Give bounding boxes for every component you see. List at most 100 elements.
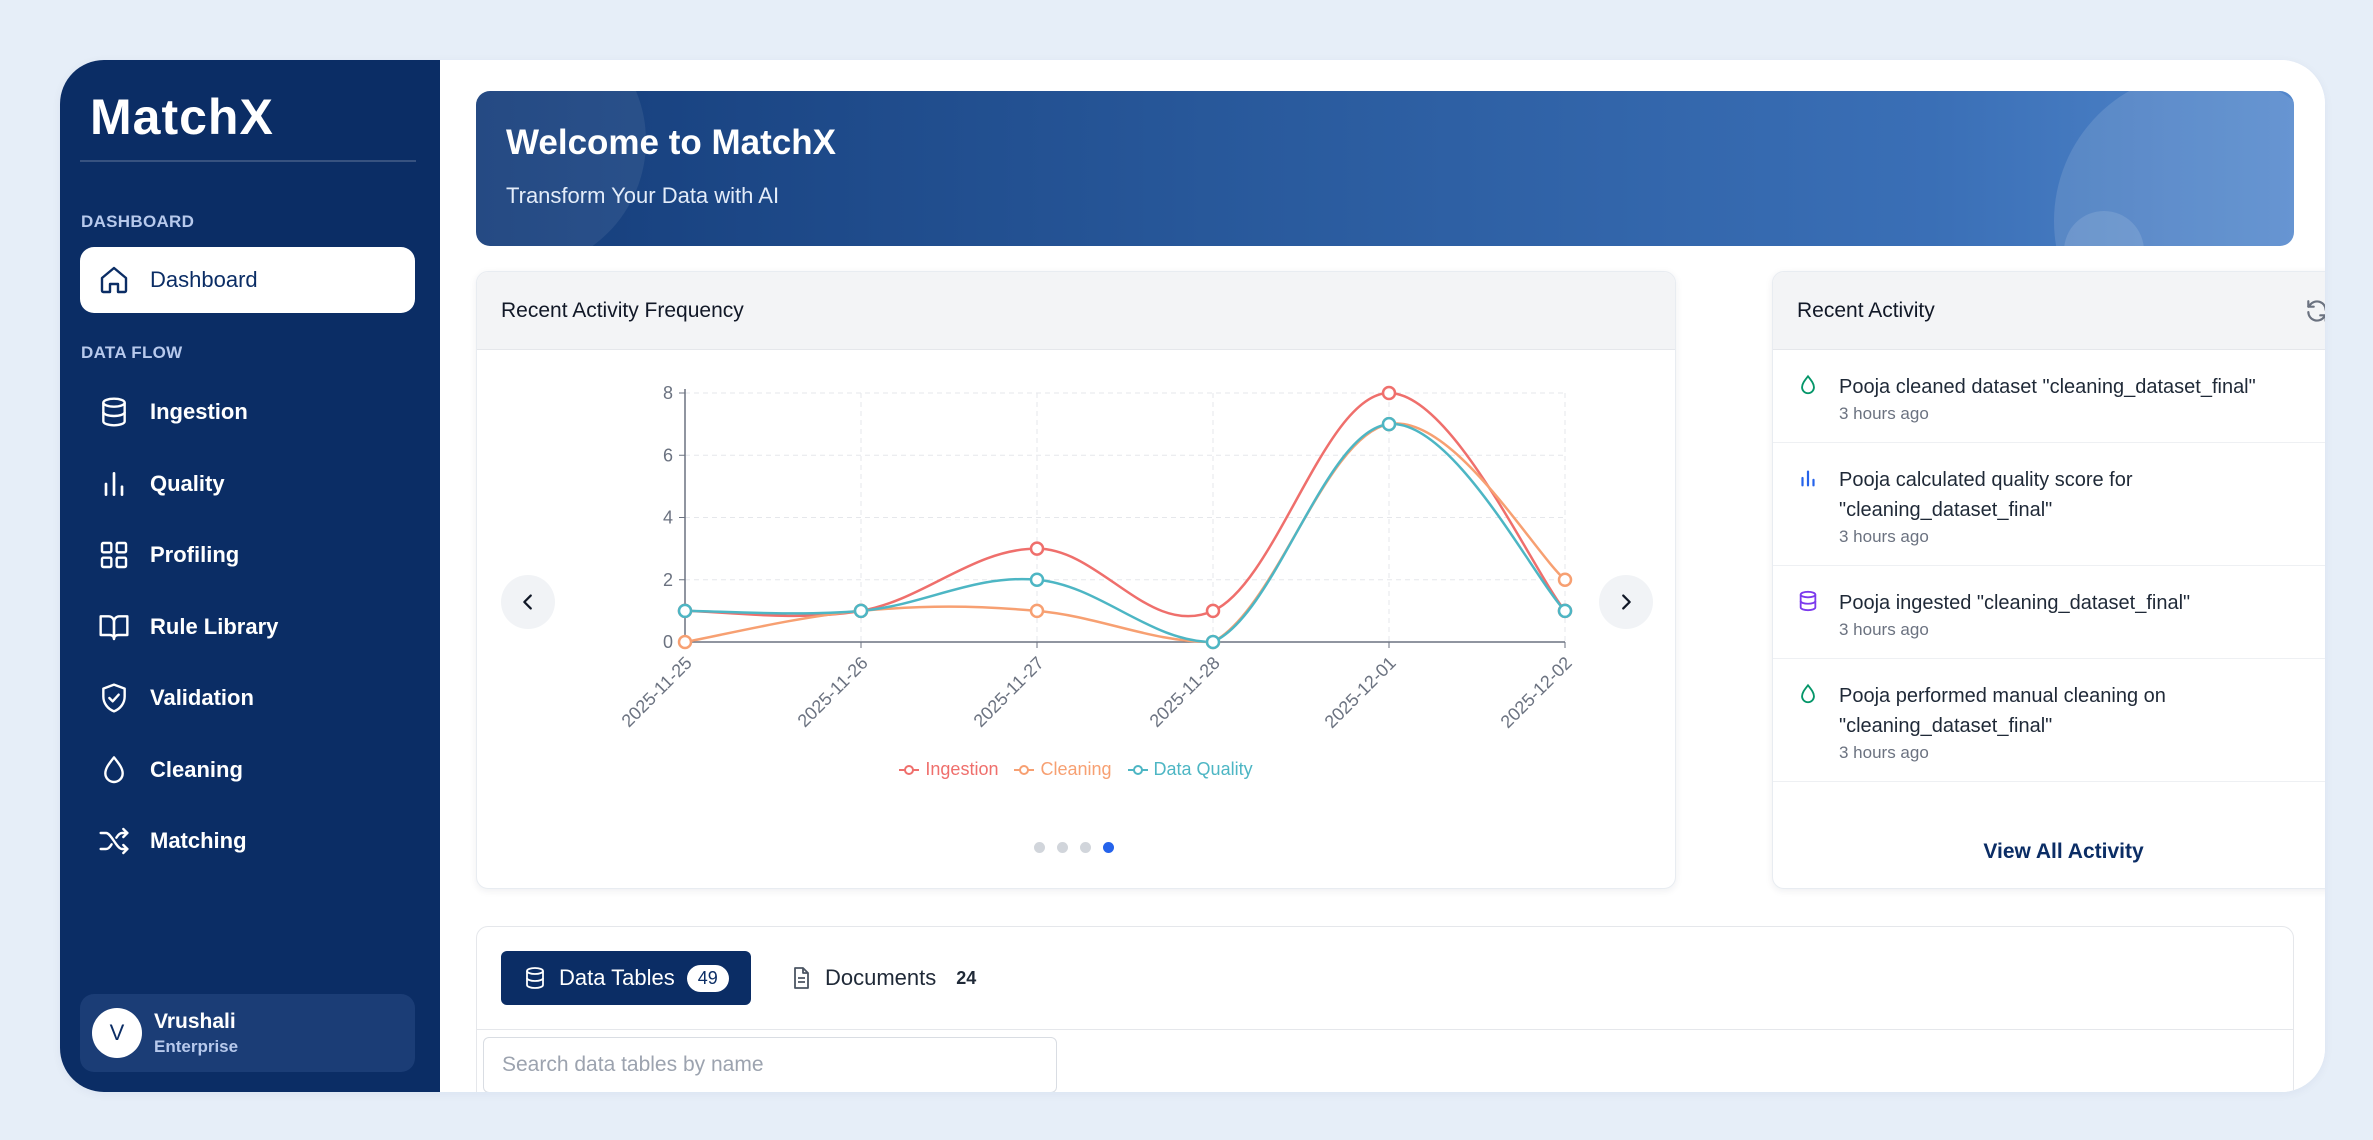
user-name: Vrushali xyxy=(154,1009,236,1033)
data-point xyxy=(1029,572,1045,587)
sidebar-item-quality[interactable]: Quality xyxy=(80,451,415,517)
legend-marker xyxy=(1127,764,1148,775)
tab-data-tables[interactable]: Data Tables 49 xyxy=(501,951,751,1005)
refresh-icon[interactable] xyxy=(2304,298,2325,324)
x-tick-label: 2025-11-26 xyxy=(794,653,872,731)
sidebar-item-label: Validation xyxy=(150,685,254,710)
sidebar-item-label: Profiling xyxy=(150,542,240,567)
shield-check-icon xyxy=(96,680,132,716)
home-icon xyxy=(96,262,132,298)
activity-text: Pooja ingested "cleaning_dataset_final" xyxy=(1839,592,2191,614)
activity-time: 3 hours ago xyxy=(1839,620,1929,639)
data-tables-card: Data Tables 49 Documents 24 xyxy=(476,926,2294,1092)
tabs-divider xyxy=(477,1029,2293,1030)
search-input[interactable] xyxy=(483,1037,1057,1092)
user-plan: Enterprise xyxy=(154,1036,239,1056)
data-point xyxy=(677,634,693,650)
series-line-cleaning xyxy=(684,422,1566,644)
sidebar-item-label: Ingestion xyxy=(150,399,248,424)
carousel-dots xyxy=(1034,842,1114,853)
sidebar-item-cleaning[interactable]: Cleaning xyxy=(80,737,415,803)
sidebar-item-label: Cleaning xyxy=(150,757,243,782)
sidebar-item-label: Rule Library xyxy=(150,614,279,639)
carousel-dot[interactable] xyxy=(1057,842,1068,853)
database-icon xyxy=(526,967,544,989)
main-content: Welcome to MatchX Transform Your Data wi… xyxy=(440,60,2325,1092)
sidebar-item-profiling[interactable]: Profiling xyxy=(80,522,415,588)
sidebar-item-rule-library[interactable]: Rule Library xyxy=(80,594,415,660)
legend-marker xyxy=(899,764,920,775)
recent-activity-card: Recent Activity Pooja cleaned dataset "c… xyxy=(1772,271,2325,889)
data-point xyxy=(677,603,693,619)
carousel-prev-button[interactable] xyxy=(501,575,555,629)
droplet-icon xyxy=(1801,683,1815,704)
avatar: V xyxy=(92,1008,142,1058)
tab-label: Data Tables xyxy=(559,965,675,990)
activity-time: 3 hours ago xyxy=(1839,527,1929,546)
tab-count: 24 xyxy=(956,967,977,988)
line-chart: 0 2 4 6 8 2025-11-25 2025-11-26 2025-11-27 2025-… xyxy=(618,383,1576,732)
y-tick-label: 6 xyxy=(663,445,673,465)
banner-decoration xyxy=(476,91,646,246)
card-title: Recent Activity xyxy=(1797,298,1935,322)
x-tick-label: 2025-12-01 xyxy=(1321,653,1400,732)
x-tick-label: 2025-11-27 xyxy=(970,653,1048,731)
activity-item[interactable]: Pooja calculated quality score for "clea… xyxy=(1773,443,2325,566)
bar-chart-icon xyxy=(96,466,132,502)
legend-item[interactable]: Ingestion xyxy=(899,759,998,780)
data-point xyxy=(853,603,869,619)
data-point xyxy=(1205,634,1221,650)
activity-text: Pooja calculated quality score for "clea… xyxy=(1839,469,2133,521)
legend-label: Data Quality xyxy=(1153,759,1253,779)
series-line-data-quality xyxy=(684,422,1566,644)
carousel-next-button[interactable] xyxy=(1599,575,1653,629)
legend-label: Cleaning xyxy=(1040,759,1112,779)
bar-chart-icon xyxy=(1801,470,1815,487)
activity-item[interactable]: Pooja ingested "cleaning_dataset_final" 3… xyxy=(1773,566,2325,659)
logo[interactable]: MatchX xyxy=(90,88,274,146)
carousel-dot[interactable] xyxy=(1103,842,1114,853)
card-title: Recent Activity Frequency xyxy=(501,298,744,322)
chart-legend: Ingestion Cleaning Data Quality xyxy=(477,759,1675,780)
data-point xyxy=(1029,603,1045,619)
banner-title: Welcome to MatchX xyxy=(506,123,836,162)
activity-text: Pooja performed manual cleaning on "clea… xyxy=(1839,685,2166,737)
tab-documents[interactable]: Documents 24 xyxy=(767,951,998,1005)
activity-text: Pooja cleaned dataset "cleaning_dataset_… xyxy=(1839,376,2256,398)
database-icon xyxy=(1799,590,1817,612)
user-card[interactable]: V Vrushali Enterprise xyxy=(80,994,415,1072)
sidebar-item-matching[interactable]: Matching xyxy=(80,808,415,874)
carousel-dot[interactable] xyxy=(1034,842,1045,853)
legend-item[interactable]: Data Quality xyxy=(1127,759,1253,780)
data-point xyxy=(1557,603,1573,619)
carousel-dot[interactable] xyxy=(1080,842,1091,853)
document-icon xyxy=(794,967,809,989)
sidebar: MatchX DASHBOARD Dashboard DATA FLOW Ing… xyxy=(60,60,440,1092)
sidebar-divider xyxy=(80,160,416,162)
welcome-banner: Welcome to MatchX Transform Your Data wi… xyxy=(476,91,2294,246)
view-all-activity-link[interactable]: View All Activity xyxy=(1983,840,2144,863)
sidebar-item-label: Matching xyxy=(150,828,247,853)
sidebar-item-validation[interactable]: Validation xyxy=(80,665,415,731)
app-window: MatchX DASHBOARD Dashboard DATA FLOW Ing… xyxy=(60,60,2325,1092)
activity-list: Pooja cleaned dataset "cleaning_dataset_… xyxy=(1773,350,2325,800)
chevron-right-icon xyxy=(1622,594,1631,610)
data-point xyxy=(1205,603,1221,619)
legend-marker xyxy=(1014,764,1035,775)
sidebar-item-dashboard[interactable]: Dashboard xyxy=(80,247,415,313)
database-icon xyxy=(96,394,132,430)
sidebar-item-ingestion[interactable]: Ingestion xyxy=(80,379,415,445)
grid-icon xyxy=(96,537,132,573)
activity-time: 3 hours ago xyxy=(1839,743,1929,762)
tab-count-badge: 49 xyxy=(686,964,729,992)
activity-item[interactable]: Pooja cleaned dataset "cleaning_dataset_… xyxy=(1773,350,2325,443)
logo-text: MatchX xyxy=(90,89,274,145)
y-tick-label: 8 xyxy=(663,383,673,403)
droplet-icon xyxy=(1801,374,1815,395)
legend-item[interactable]: Cleaning xyxy=(1014,759,1112,780)
y-tick-label: 4 xyxy=(663,508,673,528)
book-icon xyxy=(96,609,132,645)
activity-item[interactable]: Pooja performed manual cleaning on "clea… xyxy=(1773,659,2325,782)
data-point xyxy=(1557,572,1573,587)
sidebar-item-label: Quality xyxy=(150,471,225,496)
